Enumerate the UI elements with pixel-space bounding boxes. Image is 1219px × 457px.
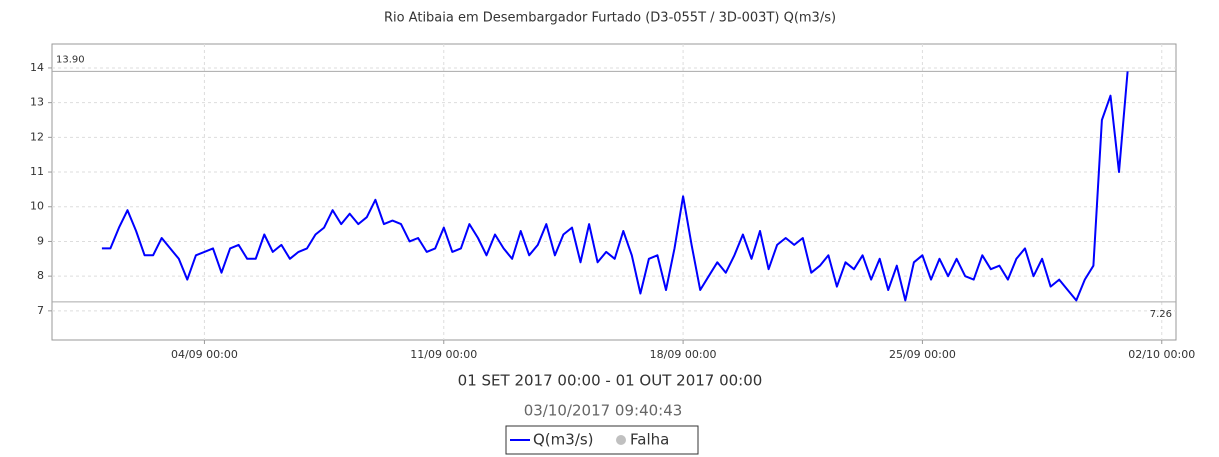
chart-title: Rio Atibaia em Desembargador Furtado (D3… (384, 11, 836, 26)
reference-label: 7.26 (1150, 309, 1172, 320)
data-line (101, 71, 1129, 302)
reference-label: 13.90 (56, 54, 85, 65)
y-tick-label: 7 (37, 304, 44, 317)
y-tick-label: 10 (30, 200, 44, 213)
timestamp: 03/10/2017 09:40:43 (524, 402, 683, 420)
x-tick-label: 18/09 00:00 (650, 348, 717, 361)
y-tick-label: 11 (30, 165, 44, 178)
x-tick-label: 04/09 00:00 (171, 348, 238, 361)
legend-box (505, 425, 699, 455)
y-tick-label: 9 (37, 234, 44, 247)
x-tick-label: 02/10 00:00 (1128, 348, 1195, 361)
legend-dot (616, 435, 626, 445)
y-tick-label: 14 (30, 61, 44, 74)
x-tick-label: 11/09 00:00 (410, 348, 477, 361)
x-tick-label: 25/09 00:00 (889, 348, 956, 361)
legend-label: Q(m3/s) (533, 431, 594, 449)
y-tick-label: 13 (30, 96, 44, 109)
subtitle: 01 SET 2017 00:00 - 01 OUT 2017 00:00 (458, 372, 763, 390)
y-tick-label: 8 (37, 269, 44, 282)
y-tick-label: 12 (30, 130, 44, 143)
legend-label: Falha (630, 431, 669, 449)
plot-area (51, 43, 1177, 341)
